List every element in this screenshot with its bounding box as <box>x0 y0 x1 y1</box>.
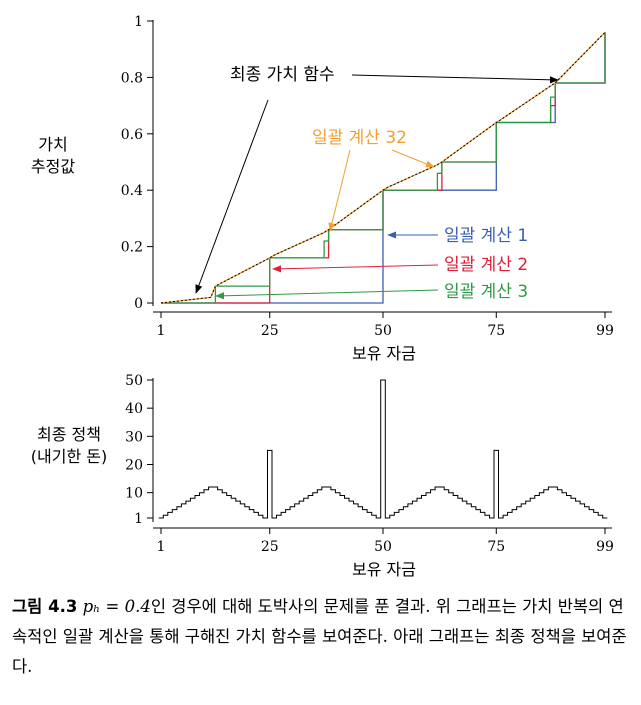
annotation-sweep-2: 일괄 계산 2 <box>444 255 528 275</box>
caption-label: 그림 4.3 <box>12 597 78 616</box>
policy-chart-x-tick-label: 50 <box>374 539 392 555</box>
value-chart-annotations: 최종 가치 함수 일괄 계산 32 일괄 계산 1 일괄 계산 2 일괄 계산 … <box>195 65 559 302</box>
series-line-sweep-1 <box>161 32 606 304</box>
value-chart-y-tick-label: 0.2 <box>121 240 143 256</box>
policy-chart-series <box>158 379 608 519</box>
caption-math: pₕ = 0.4 <box>82 597 151 616</box>
value-chart-x-tick-label: 50 <box>374 323 392 339</box>
annotation-final-value-arrow-right <box>351 74 559 84</box>
value-chart-y-tick-label: 0.6 <box>121 127 143 143</box>
value-chart-y-label-line1: 가치 <box>38 135 68 154</box>
policy-chart-x-tick-label: 1 <box>157 539 166 555</box>
value-chart-x-tick-label: 25 <box>261 323 279 339</box>
annotation-sweep-32-arrow-left <box>328 149 351 232</box>
annotation-sweep-1: 일괄 계산 1 <box>444 226 528 246</box>
policy-chart-y-tick-label: 40 <box>125 401 143 417</box>
annotation-sweep-2-arrow <box>272 264 439 273</box>
value-chart-series <box>160 31 606 304</box>
annotation-final-value: 최종 가치 함수 <box>230 65 335 85</box>
figure-canvas: 0 0.2 0.4 0.6 0.8 1 1 25 50 75 99 보유 자금 최종 가치 함수 … <box>121 14 614 579</box>
policy-chart-y-tick-label: 10 <box>125 486 143 502</box>
value-chart-y-tick-label: 0.8 <box>121 70 143 86</box>
series-line-sweep-3 <box>161 32 606 304</box>
value-chart-y-label: 가치 추정값 <box>18 134 88 178</box>
policy-chart-y-tick-label: 50 <box>125 373 143 389</box>
policy-chart-x-tick-label: 25 <box>261 539 279 555</box>
value-chart-y-label-line2: 추정값 <box>30 157 76 176</box>
policy-chart-x-ticks: 1 25 50 75 99 <box>157 528 614 555</box>
annotation-sweep-32: 일괄 계산 32 <box>312 128 407 148</box>
policy-chart-y-label-line1: 최종 정책 <box>37 425 101 444</box>
value-chart-y-tick-label: 1 <box>134 14 143 30</box>
policy-stake-line <box>158 379 608 519</box>
policy-chart-y-tick-label: 1 <box>134 511 143 527</box>
annotation-sweep-32-arrow-right <box>391 149 435 168</box>
value-chart-y-ticks: 0 0.2 0.4 0.6 0.8 1 <box>121 14 153 312</box>
policy-chart-y-tick-label: 30 <box>125 429 143 445</box>
caption-text: 인 경우에 대해 도박사의 문제를 푼 결과. 위 그래프는 가치 반복의 연속… <box>12 597 627 676</box>
policy-chart-y-tick-label: 20 <box>125 457 143 473</box>
policy-chart-x-tick-label: 75 <box>487 539 505 555</box>
figure-caption: 그림 4.3 pₕ = 0.4인 경우에 대해 도박사의 문제를 푼 결과. 위… <box>12 592 634 682</box>
value-chart-x-tick-label: 1 <box>157 323 166 339</box>
annotation-final-value-arrow-left <box>195 99 269 294</box>
policy-chart-y-label: 최종 정책 (내기한 돈) <box>14 424 124 468</box>
policy-chart-axes <box>152 378 612 529</box>
value-chart-x-tick-label: 99 <box>596 323 614 339</box>
value-chart-x-label: 보유 자금 <box>352 344 416 363</box>
annotation-sweep-3: 일괄 계산 3 <box>444 282 528 302</box>
value-chart-y-tick-label: 0 <box>134 296 143 312</box>
value-chart-x-tick-label: 75 <box>487 323 505 339</box>
policy-chart-y-label-line2: (내기한 돈) <box>30 447 108 466</box>
value-chart-x-ticks: 1 25 50 75 99 <box>157 312 614 339</box>
policy-chart-x-tick-label: 99 <box>596 539 614 555</box>
value-chart-y-tick-label: 0.4 <box>121 183 143 199</box>
annotation-sweep-3-arrow <box>215 289 439 300</box>
policy-chart-x-label: 보유 자금 <box>352 560 416 579</box>
policy-chart-y-ticks: 1 10 20 30 40 50 <box>125 373 153 527</box>
series-line-final-value <box>160 31 606 304</box>
